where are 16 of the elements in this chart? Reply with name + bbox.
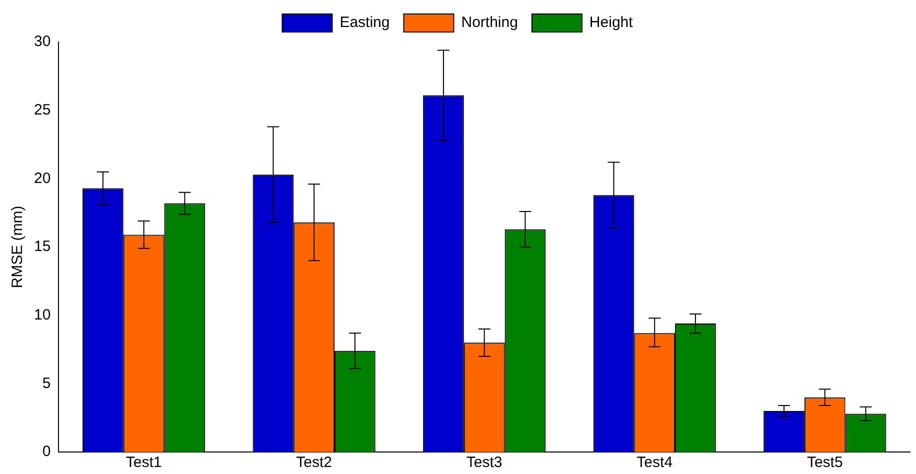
legend-label: Northing: [461, 14, 518, 32]
x-tick-label: Test3: [466, 454, 502, 472]
x-tick-label: Test4: [636, 454, 673, 472]
x-tick-label: Test5: [806, 454, 843, 472]
y-tick-label: 5: [42, 374, 51, 392]
x-tick-label: Test1: [126, 454, 162, 472]
y-axis-title: RMSE (mm): [9, 206, 26, 288]
y-tick-label: 25: [34, 101, 51, 118]
y-tick-label: 15: [34, 238, 51, 256]
legend-label: Height: [589, 14, 634, 32]
y-tick-label: 10: [34, 306, 51, 324]
y-tick-label: 0: [42, 443, 51, 460]
y-tick-label: 30: [34, 33, 51, 50]
y-tick-label: 20: [34, 170, 51, 187]
legend-label: Easting: [340, 14, 390, 32]
x-tick-label: Test2: [296, 454, 332, 472]
